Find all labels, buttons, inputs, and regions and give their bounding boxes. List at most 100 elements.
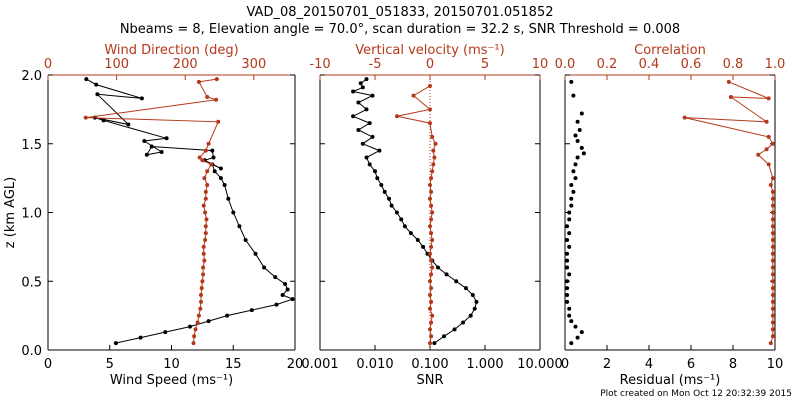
data-point-black: [565, 251, 570, 256]
data-point-black: [84, 77, 89, 82]
data-point-black: [567, 244, 572, 249]
data-point-black: [356, 128, 361, 132]
data-point-black: [565, 279, 570, 284]
data-point-black: [95, 92, 100, 97]
data-point-red: [214, 97, 219, 102]
data-point-black: [569, 319, 574, 324]
data-point-black: [367, 121, 372, 126]
data-point-black: [575, 139, 580, 143]
top-tick-label: 0: [426, 57, 434, 72]
data-point-black: [370, 93, 375, 98]
data-point-red: [203, 224, 208, 229]
bottom-tick-label: 8: [729, 357, 737, 372]
data-point-red: [768, 183, 773, 187]
data-point-black: [249, 308, 254, 313]
data-point-red: [205, 95, 210, 99]
data-point-black: [565, 293, 570, 297]
data-point-black: [569, 196, 574, 201]
data-point-red: [770, 217, 775, 222]
top-tick-label: 10: [532, 57, 549, 72]
data-point-black: [432, 341, 437, 346]
data-point-black: [579, 330, 584, 335]
data-point-red: [429, 286, 434, 291]
data-point-black: [226, 196, 231, 201]
data-point-black: [573, 162, 578, 167]
top-axis-label: Vertical velocity (ms⁻¹): [355, 43, 504, 58]
data-point-red: [209, 162, 214, 167]
data-point-red: [428, 279, 432, 284]
data-point-black: [567, 210, 572, 215]
data-point-red: [429, 244, 434, 249]
data-point-red: [432, 155, 437, 160]
bottom-tick-label: 6: [687, 357, 695, 372]
data-point-red: [201, 244, 206, 249]
bottom-tick-label: 10: [767, 357, 784, 372]
data-point-red: [206, 141, 211, 146]
data-point-red: [430, 134, 435, 139]
bottom-tick-label: 4: [645, 357, 653, 372]
y-tick-label: 1.5: [21, 138, 42, 153]
bottom-tick-label: 0.001: [301, 357, 338, 372]
data-point-black: [382, 189, 387, 194]
data-point-red: [770, 224, 775, 229]
data-point-black: [364, 77, 369, 82]
data-point-black: [565, 224, 570, 229]
data-point-red: [203, 196, 208, 201]
data-point-red: [195, 320, 200, 325]
data-point-red: [192, 334, 197, 339]
data-point-red: [197, 155, 202, 160]
data-point-black: [579, 145, 584, 150]
data-point-red: [428, 327, 432, 332]
data-point-black: [573, 133, 578, 138]
data-point-black: [470, 293, 475, 297]
data-point-black: [273, 275, 278, 280]
data-point-red: [198, 306, 203, 311]
data-point-red: [430, 210, 435, 215]
data-point-black: [237, 224, 242, 229]
data-point-black: [408, 231, 413, 236]
top-tick-label: 0.2: [597, 57, 618, 72]
data-point-red: [770, 286, 775, 291]
data-point-black: [415, 238, 420, 242]
data-point-black: [101, 118, 106, 123]
data-point-black: [262, 265, 267, 270]
data-point-red: [429, 299, 434, 304]
y-tick-label: 0.5: [21, 275, 42, 290]
data-point-black: [569, 341, 574, 346]
data-point-red: [201, 203, 206, 208]
data-point-black: [575, 335, 580, 340]
data-point-black: [387, 196, 391, 201]
data-point-red: [201, 265, 206, 270]
data-point-red: [770, 231, 775, 236]
data-point-red: [770, 299, 775, 304]
data-point-red: [756, 152, 761, 157]
data-point-red: [216, 119, 221, 124]
y-axis-label: z (km AGL): [3, 177, 18, 248]
data-point-red: [430, 313, 435, 318]
data-point-red: [770, 196, 775, 201]
data-point-black: [567, 217, 572, 222]
top-tick-label: 0: [44, 57, 52, 72]
data-point-black: [565, 299, 570, 304]
plot-footer: Plot created on Mon Oct 12 20:32:39 2015: [600, 389, 792, 399]
data-point-red: [428, 341, 432, 346]
data-point-black: [377, 148, 382, 153]
data-point-black: [351, 114, 356, 119]
data-point-red: [429, 217, 434, 222]
data-point-black: [113, 341, 118, 346]
data-point-red: [430, 265, 435, 270]
data-point-red: [428, 196, 432, 201]
data-point-black: [571, 93, 576, 98]
data-point-black: [360, 85, 365, 90]
top-axis-label: Wind Direction (deg): [104, 43, 238, 58]
data-point-black: [358, 81, 363, 86]
panel-wind: 0 5 10 15 20 Wind Speed (ms⁻¹) 0 100 200 300Wind …: [3, 43, 303, 388]
data-point-black: [373, 169, 377, 174]
data-point-black: [577, 128, 582, 132]
data-point-red: [428, 251, 432, 256]
top-tick-label: 1.0: [765, 57, 786, 72]
data-point-black: [188, 324, 192, 329]
data-point-black: [149, 144, 154, 149]
top-tick-label: 300: [241, 57, 266, 72]
